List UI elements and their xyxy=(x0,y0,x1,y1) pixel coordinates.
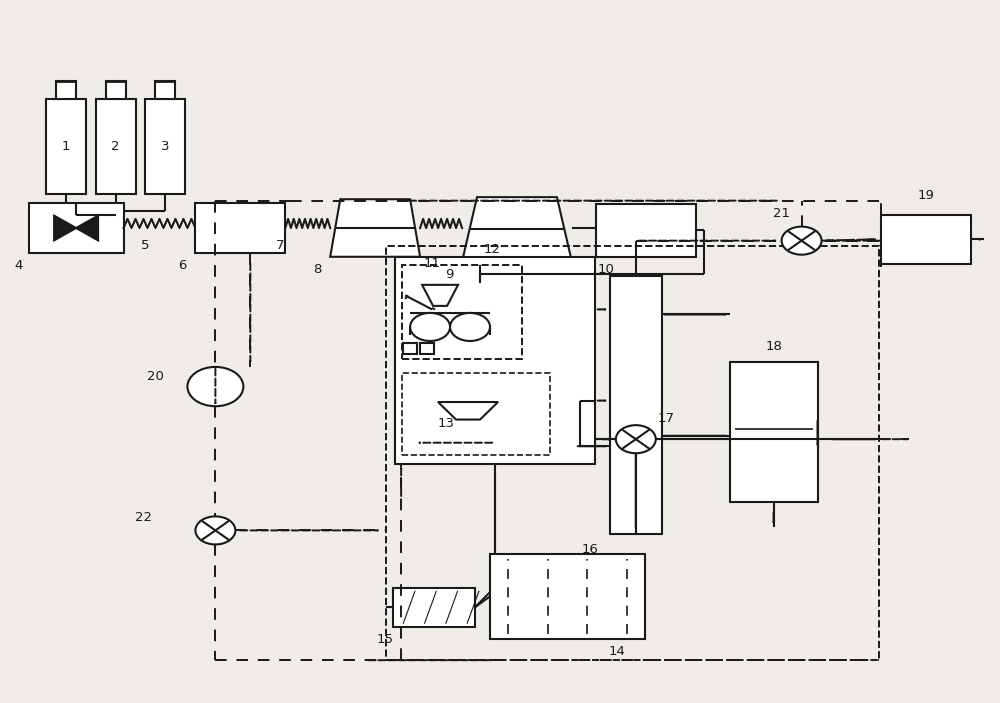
Bar xyxy=(402,373,550,456)
Bar xyxy=(490,553,645,639)
Text: 17: 17 xyxy=(657,412,674,425)
Text: 15: 15 xyxy=(377,633,394,645)
Polygon shape xyxy=(462,197,572,262)
Text: 16: 16 xyxy=(581,543,598,556)
Polygon shape xyxy=(438,402,498,420)
Bar xyxy=(596,204,696,257)
Bar xyxy=(881,214,971,264)
Text: 10: 10 xyxy=(597,263,614,276)
Bar xyxy=(730,362,818,503)
Circle shape xyxy=(187,367,243,406)
Circle shape xyxy=(410,313,450,341)
Bar xyxy=(96,99,136,193)
Circle shape xyxy=(450,313,490,341)
Bar xyxy=(56,82,76,99)
Text: 6: 6 xyxy=(178,259,187,272)
Text: 11: 11 xyxy=(424,257,441,270)
Text: 3: 3 xyxy=(161,140,170,153)
Text: 4: 4 xyxy=(14,259,23,272)
Text: 21: 21 xyxy=(773,207,790,221)
Bar xyxy=(403,343,417,354)
Circle shape xyxy=(616,425,656,453)
Text: 19: 19 xyxy=(918,188,935,202)
Bar xyxy=(46,99,86,193)
Polygon shape xyxy=(330,199,420,257)
Bar xyxy=(402,265,522,359)
Bar xyxy=(106,82,126,99)
Text: 20: 20 xyxy=(147,370,164,382)
Text: 12: 12 xyxy=(484,243,501,257)
Text: 13: 13 xyxy=(438,417,455,430)
Circle shape xyxy=(195,517,235,544)
Bar xyxy=(155,82,175,99)
Text: 14: 14 xyxy=(609,645,626,658)
Bar xyxy=(420,343,434,354)
Text: 1: 1 xyxy=(61,140,70,153)
Text: 7: 7 xyxy=(276,239,285,252)
Text: 22: 22 xyxy=(135,511,152,524)
Polygon shape xyxy=(54,216,76,240)
Text: 8: 8 xyxy=(313,263,321,276)
Text: 5: 5 xyxy=(141,239,150,252)
Bar xyxy=(393,588,475,626)
Circle shape xyxy=(782,226,822,254)
Bar xyxy=(29,202,124,253)
Text: 2: 2 xyxy=(111,140,120,153)
Bar xyxy=(195,202,285,253)
Polygon shape xyxy=(422,285,458,306)
Polygon shape xyxy=(76,216,98,240)
Text: 9: 9 xyxy=(445,268,453,280)
Bar xyxy=(395,257,595,464)
Text: 18: 18 xyxy=(765,340,782,353)
Bar xyxy=(610,276,662,534)
Bar xyxy=(386,246,879,660)
Bar xyxy=(145,99,185,193)
